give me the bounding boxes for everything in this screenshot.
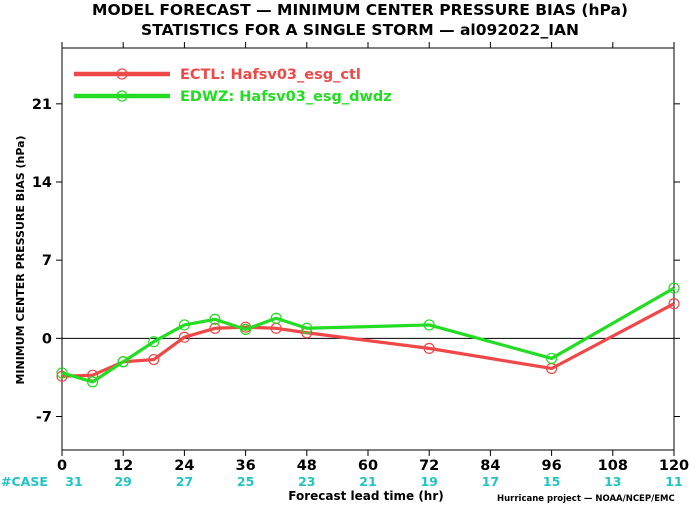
series-2 (56, 282, 680, 388)
case-count: 23 (298, 474, 315, 489)
data-point (423, 342, 435, 354)
x-tick-label: 24 (174, 458, 194, 474)
case-count: 19 (420, 474, 437, 489)
data-point (56, 370, 68, 382)
data-point (56, 367, 68, 379)
y-tick-label: 21 (32, 97, 52, 113)
y-tick-label: 7 (42, 253, 52, 269)
x-tick-label: 72 (419, 458, 439, 474)
x-tick-label: 36 (236, 458, 256, 474)
y-tick-label: 14 (32, 175, 52, 191)
data-point (240, 323, 252, 335)
x-tick-label: 60 (358, 458, 378, 474)
x-tick-label: 120 (659, 458, 689, 474)
x-tick-label: 0 (57, 458, 67, 474)
data-point (423, 319, 435, 331)
data-point (545, 352, 558, 365)
data-point (270, 312, 282, 324)
data-point (178, 331, 190, 343)
data-point (668, 282, 680, 294)
case-count: 11 (665, 474, 682, 489)
data-point (301, 322, 313, 334)
x-tick-label: 12 (113, 458, 133, 474)
legend-item-1: ECTL: Hafsv03_esg_ctl (74, 67, 361, 83)
x-tick-label: 48 (297, 458, 317, 474)
legend-marker (116, 68, 128, 80)
series-line (61, 286, 675, 384)
y-tick-label: 0 (42, 331, 52, 347)
legend: ECTL: Hafsv03_esg_ctl EDWZ: Hafsv03_esg_d… (74, 67, 392, 105)
case-count: 25 (237, 474, 254, 489)
chart-title: MODEL FORECAST — MINIMUM CENTER PRESSURE… (92, 1, 628, 19)
y-tick-label: -7 (36, 410, 52, 426)
series-layer (56, 282, 680, 388)
x-tick-label: 84 (480, 458, 500, 474)
credit-text: Hurricane project — NOAA/NCEP/EMC (497, 494, 675, 504)
case-count: 13 (604, 474, 621, 489)
y-axis-label: MINIMUM CENTER PRESSURE BIAS (hPa) (14, 135, 27, 384)
legend-item-2: EDWZ: Hafsv03_esg_dwdz (74, 89, 392, 105)
legend-label: ECTL: Hafsv03_esg_ctl (180, 67, 361, 83)
data-point (86, 376, 99, 388)
data-point (148, 353, 160, 366)
data-point (178, 319, 190, 331)
data-point (117, 356, 129, 368)
case-count: 27 (176, 474, 193, 489)
x-axis-label: Forecast lead time (hr) (288, 489, 444, 503)
plot-frame (61, 47, 675, 451)
data-point (668, 298, 680, 310)
y-axis: -7 0 7 14 21 (32, 97, 680, 426)
case-count: 21 (359, 474, 376, 489)
case-count: 17 (482, 474, 499, 489)
legend-label: EDWZ: Hafsv03_esg_dwdz (180, 89, 392, 105)
x-tick-label: 96 (542, 458, 562, 474)
case-count: 15 (543, 474, 560, 489)
case-label: #CASE (1, 474, 48, 489)
case-count: 29 (114, 474, 131, 489)
data-point (209, 322, 221, 334)
x-axis: 0 12 24 36 48 60 72 84 96 108 120 (57, 42, 689, 474)
data-point (209, 313, 221, 325)
case-count: 31 (65, 474, 82, 489)
chart-subtitle: STATISTICS FOR A SINGLE STORM — al092022… (141, 21, 579, 39)
x-tick-label: 108 (598, 458, 628, 474)
legend-marker (116, 90, 128, 102)
data-point (148, 336, 160, 348)
case-counts: 31 29 27 25 23 21 19 17 15 13 11 (65, 474, 682, 489)
